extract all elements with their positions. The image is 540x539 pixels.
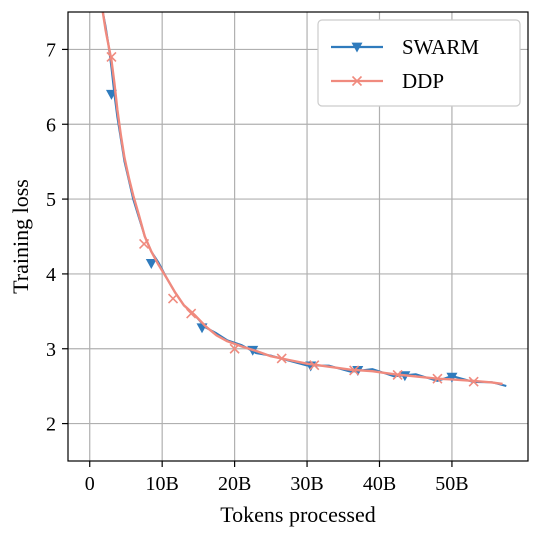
y-tick-label: 2	[46, 414, 56, 436]
data-point-marker	[468, 376, 479, 387]
series-ddp	[101, 12, 503, 387]
y-axis-label: Training loss	[8, 179, 33, 294]
data-point-marker	[229, 343, 240, 354]
y-axis-ticks: 2 3 4 5 6 7	[46, 39, 68, 436]
y-tick-label: 4	[46, 264, 56, 286]
data-point-marker	[309, 360, 320, 371]
data-point-marker	[446, 372, 458, 383]
legend-label: SWARM	[402, 35, 479, 59]
legend-item-ddp: DDP	[331, 69, 444, 93]
y-tick-label: 7	[46, 39, 56, 61]
data-point-marker	[138, 238, 150, 250]
x-tick-label: 20B	[218, 473, 251, 495]
data-point-marker	[105, 89, 117, 100]
x-axis-ticks: 0 10B 20B 30B 40B 50B	[85, 461, 469, 495]
y-tick-label: 3	[46, 339, 56, 361]
x-tick-label: 30B	[290, 473, 323, 495]
data-point-marker	[106, 51, 117, 62]
data-point-marker	[167, 293, 179, 304]
legend-item-swarm: SWARM	[331, 35, 479, 59]
plot-area	[101, 12, 507, 387]
data-point-marker	[349, 365, 360, 376]
x-axis-label: Tokens processed	[220, 502, 375, 527]
data-point-marker	[276, 353, 287, 364]
legend-box	[317, 19, 521, 107]
data-point-marker	[145, 259, 157, 269]
x-tick-label: 50B	[435, 473, 468, 495]
y-tick-label: 5	[46, 189, 56, 211]
x-tick-label: 10B	[146, 473, 179, 495]
legend-marker	[351, 75, 363, 87]
data-point-marker	[392, 369, 403, 381]
data-point-marker	[186, 308, 197, 319]
y-tick-label: 6	[46, 114, 56, 136]
legend-marker	[351, 42, 363, 53]
legend: SWARM DDP	[317, 19, 521, 107]
x-tick-label: 0	[85, 473, 95, 495]
x-tick-label: 40B	[363, 473, 396, 495]
data-point-marker	[432, 373, 443, 384]
legend-label: DDP	[402, 69, 444, 93]
axes-frame	[67, 11, 529, 462]
